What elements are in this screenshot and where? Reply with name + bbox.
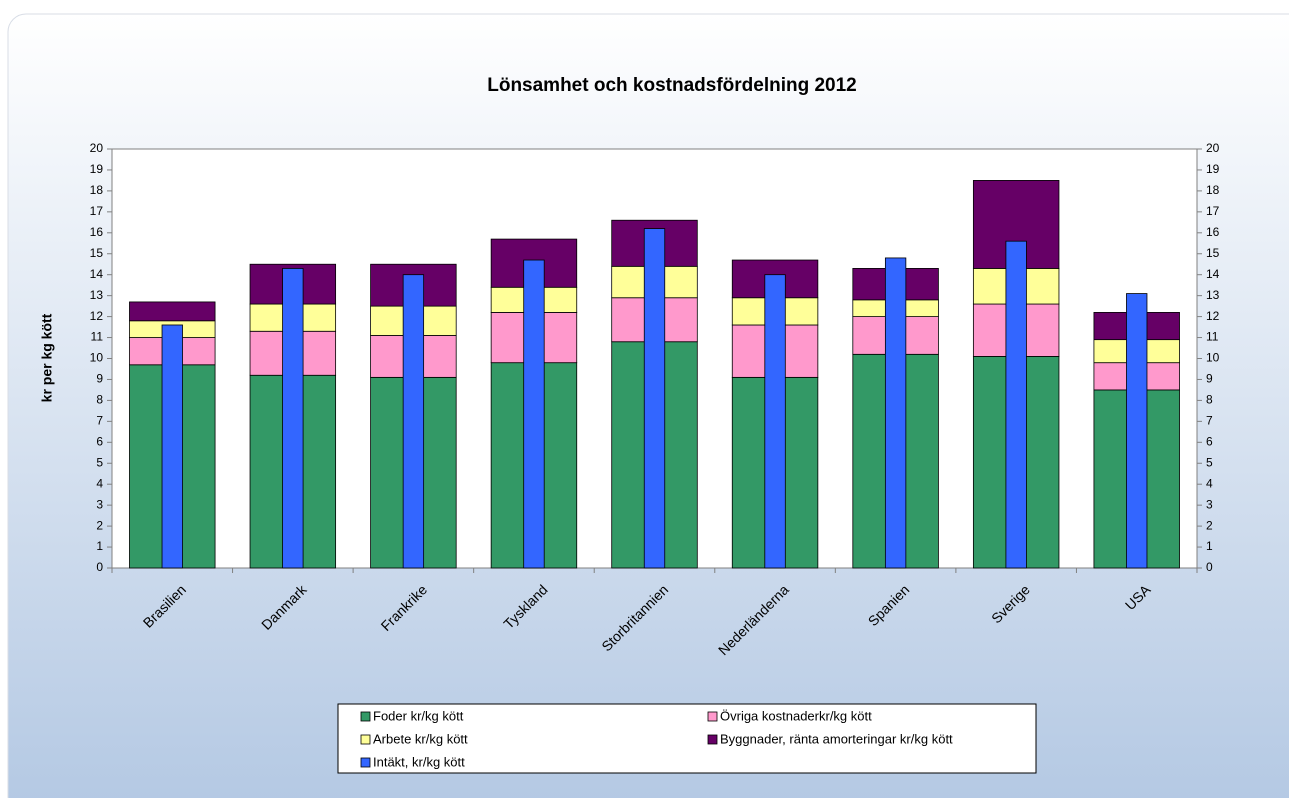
y2-tick-label: 4 (1206, 476, 1213, 490)
overlay-bar (161, 324, 183, 569)
bar-segment (129, 301, 216, 322)
legend-swatch (360, 734, 371, 745)
y-tick-label: 6 (96, 434, 103, 448)
y2-tick-label: 17 (1206, 204, 1220, 218)
legend-label: Foder kr/kg kött (373, 708, 464, 723)
y2-tick-label: 10 (1206, 351, 1220, 365)
legend-label: Byggnader, ränta amorteringar kr/kg kött (720, 731, 953, 746)
y2-tick-label: 16 (1206, 225, 1220, 239)
y2-tick-label: 0 (1206, 560, 1213, 574)
overlay-bar (884, 257, 907, 569)
y-tick-label: 18 (90, 183, 104, 197)
y-tick-label: 12 (90, 309, 104, 323)
overlay-bar (764, 274, 786, 569)
y-tick-label: 5 (96, 455, 103, 469)
y-tick-label: 1 (96, 539, 103, 553)
legend-swatch (360, 757, 371, 768)
y2-tick-label: 3 (1206, 497, 1213, 511)
overlay-bar (1005, 240, 1027, 569)
chart-title: Lönsamhet och kostnadsfördelning 2012 (487, 75, 857, 96)
legend-swatch (707, 734, 718, 745)
y-tick-label: 13 (90, 288, 104, 302)
y-tick-label: 0 (96, 560, 103, 574)
y2-tick-label: 20 (1206, 141, 1220, 155)
y-tick-label: 3 (96, 497, 103, 511)
overlay-bar (402, 274, 425, 569)
y-axis-label: kr per kg kött (39, 313, 55, 402)
y-tick-label: 7 (96, 414, 103, 428)
y-tick-label: 19 (90, 162, 104, 176)
y-tick-label: 2 (96, 518, 103, 532)
y2-tick-label: 2 (1206, 518, 1213, 532)
legend (337, 703, 1037, 774)
y-tick-label: 14 (90, 267, 104, 281)
y2-tick-label: 1 (1206, 539, 1213, 553)
legend-label: Arbete kr/kg kött (373, 731, 468, 746)
y-tick-label: 4 (96, 476, 103, 490)
overlay-bar (523, 259, 545, 569)
y-tick-label: 15 (90, 246, 104, 260)
y2-tick-label: 12 (1206, 309, 1220, 323)
y-tick-label: 9 (96, 372, 103, 386)
legend-swatch (707, 711, 718, 722)
legend-label: Intäkt, kr/kg kött (373, 754, 465, 769)
y-tick-label: 20 (90, 141, 104, 155)
legend-label: Övriga kostnaderkr/kg kött (720, 708, 872, 723)
y2-tick-label: 5 (1206, 455, 1213, 469)
y-tick-label: 17 (90, 204, 104, 218)
y2-tick-label: 13 (1206, 288, 1220, 302)
y-tick-label: 11 (91, 330, 104, 344)
y2-tick-label: 19 (1206, 162, 1220, 176)
y2-tick-label: 9 (1206, 372, 1213, 386)
y-tick-label: 10 (90, 351, 104, 365)
y2-tick-label: 15 (1206, 246, 1220, 260)
y2-tick-label: 14 (1206, 267, 1220, 281)
y2-tick-label: 8 (1206, 393, 1213, 407)
y2-tick-label: 7 (1206, 414, 1213, 428)
legend-swatch (360, 711, 371, 722)
y-tick-label: 8 (96, 393, 103, 407)
overlay-bar (1126, 293, 1148, 569)
overlay-bar (282, 268, 304, 569)
y-tick-label: 16 (90, 225, 104, 239)
overlay-bar (643, 228, 666, 569)
y2-tick-label: 18 (1206, 183, 1220, 197)
y2-tick-label: 6 (1206, 434, 1213, 448)
y2-tick-label: 11 (1206, 330, 1219, 344)
